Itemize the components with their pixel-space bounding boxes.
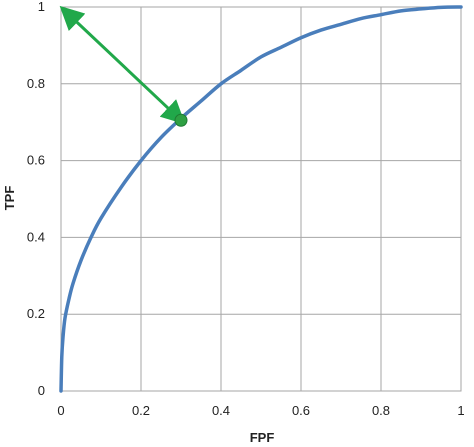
- plot-frame: [60, 6, 462, 392]
- tick-labels: 0 0.2 0.4 0.6 0.8 1 0 0.2 0.4 0.6 0.8 1: [27, 0, 465, 418]
- x-tick-label: 1: [457, 403, 464, 418]
- y-tick-label: 0.4: [27, 229, 45, 244]
- x-tick-label: 0.4: [212, 403, 230, 418]
- roc-curve-line: [59, 5, 463, 393]
- operating-point-marker: [174, 113, 188, 127]
- x-tick-label: 0.8: [372, 403, 390, 418]
- y-axis-label: TPF: [2, 186, 17, 211]
- x-tick-label: 0.2: [132, 403, 150, 418]
- y-tick-label: 0.8: [27, 76, 45, 91]
- y-tick-label: 0.2: [27, 306, 45, 321]
- x-tick-label: 0: [57, 403, 64, 418]
- y-tick-label: 0: [38, 383, 45, 398]
- y-tick-label: 1: [38, 0, 45, 14]
- x-axis-label: FPF: [250, 430, 275, 445]
- distance-arrow: [59, 5, 186, 125]
- y-tick-label: 0.6: [27, 153, 45, 168]
- annotation-layer: [59, 5, 188, 127]
- series-layer: [59, 5, 463, 393]
- x-tick-label: 0.6: [292, 403, 310, 418]
